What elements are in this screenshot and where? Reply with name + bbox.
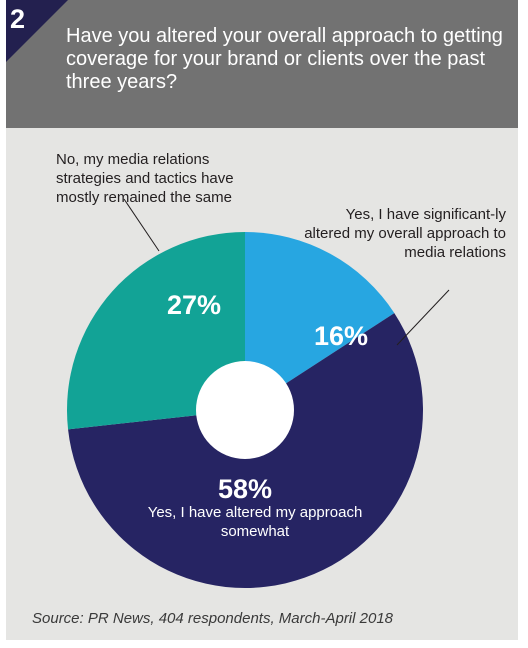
question-header — [6, 0, 518, 128]
question-text: Have you altered your overall approach t… — [66, 25, 503, 93]
slice-same — [66, 232, 245, 430]
leader-line-same — [123, 198, 160, 252]
leader-line-significant — [396, 289, 450, 346]
slice-value-significant: 16% — [314, 321, 368, 351]
donut-hole — [196, 361, 294, 459]
slice-value-same: 27% — [167, 290, 221, 320]
source-note: Source: PR News, 404 respondents, March-… — [32, 610, 394, 627]
slice-significant — [245, 232, 395, 410]
slice-value-somewhat: 58% — [218, 474, 272, 504]
slice-label-same: No, my media relations strategies and ta… — [56, 151, 234, 206]
question-number: 2 — [10, 4, 26, 34]
slice-label-significant: Yes, I have significant-ly altered my ov… — [304, 206, 506, 261]
question-number-badge — [6, 0, 68, 62]
slice-label-somewhat: Yes, I have altered my approach somewhat — [147, 504, 363, 540]
